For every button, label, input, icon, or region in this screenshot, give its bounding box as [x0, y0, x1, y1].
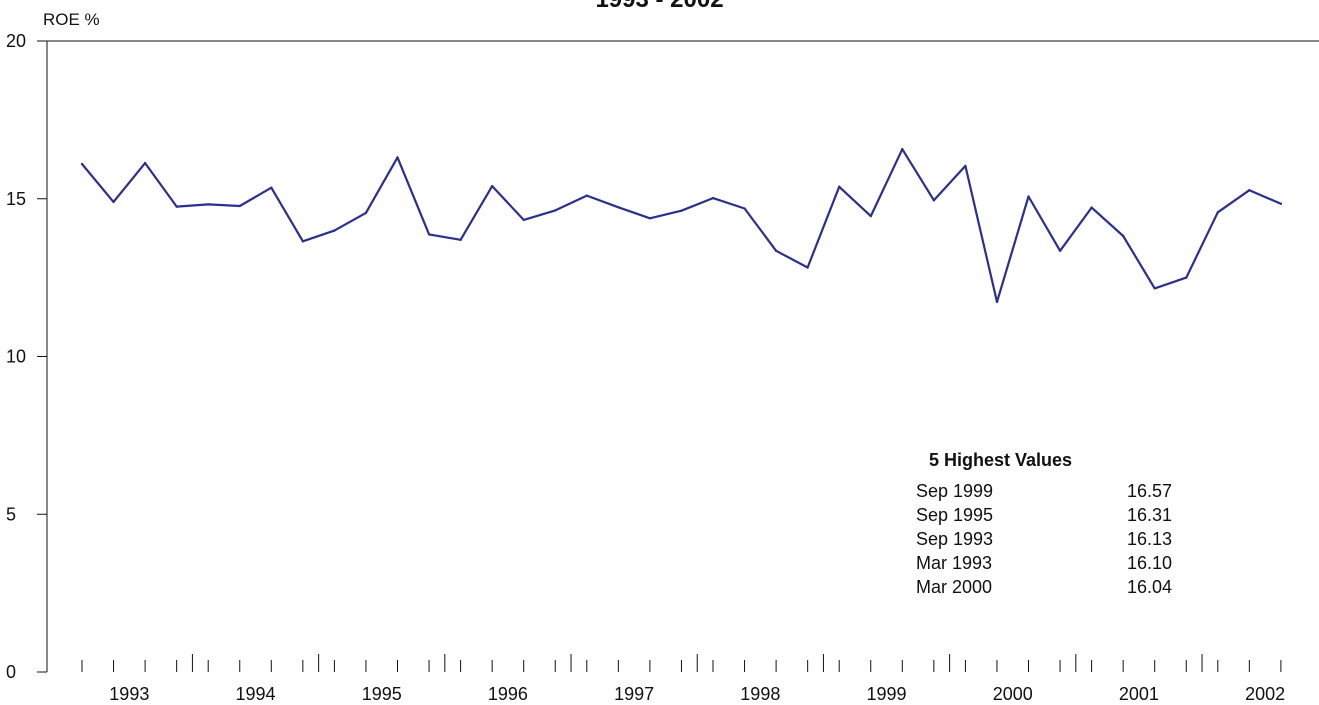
highest-values-heading: 5 Highest Values: [929, 450, 1072, 470]
data-point-mar-1997: [585, 194, 588, 197]
roe-series-line: [81, 148, 1282, 303]
data-point-jun-1998: [743, 207, 746, 210]
y-tick-label-20: 20: [6, 31, 26, 51]
highest-value-date: Sep 1999: [916, 481, 993, 501]
data-point-mar-1993: [80, 162, 84, 166]
x-tick-label-2000: 2000: [993, 684, 1033, 704]
y-tick-label-10: 10: [6, 347, 26, 367]
data-point-jun-1993: [112, 200, 115, 204]
y-tick-label-5: 5: [6, 504, 16, 524]
data-point-sep-1994: [270, 186, 273, 189]
x-axis-ticks: 1993 1994 1995 1996 1997 1998 1999 2000 2001 2002: [81, 654, 1285, 704]
x-tick-label-2001: 2001: [1119, 684, 1159, 704]
data-point-dec-1997: [680, 209, 683, 212]
x-tick-label-1993: 1993: [109, 684, 149, 704]
data-point-jun-1994: [238, 204, 241, 208]
x-tick-label-1996: 1996: [488, 684, 528, 704]
highest-value-number: 16.31: [1127, 505, 1172, 525]
data-point-mar-2001: [1090, 206, 1093, 209]
data-point-jun-2001: [1121, 234, 1125, 238]
highest-values-annotation: 5 Highest Values Sep 1999 16.57 Sep 1995 16.…: [916, 450, 1172, 597]
series-group: [80, 148, 1283, 304]
data-point-dec-2000: [1058, 249, 1062, 253]
data-point-sep-1998: [774, 249, 778, 253]
data-point-sep-1993: [143, 161, 147, 165]
data-point-dec-2001: [1185, 276, 1188, 279]
data-point-dec-1998: [806, 266, 809, 269]
data-point-mar-2000: [964, 164, 967, 168]
data-point-sep-1997: [648, 217, 652, 220]
data-point-sep-1999: [901, 148, 904, 151]
data-point-sep-1995: [396, 156, 399, 159]
y-axis-label: ROE %: [43, 10, 100, 29]
x-tick-label-1999: 1999: [867, 684, 907, 704]
highest-value-date: Mar 2000: [916, 577, 992, 597]
highest-value-number: 16.57: [1127, 481, 1172, 501]
highest-value-number: 16.13: [1127, 529, 1172, 549]
data-point-jun-2002: [1248, 189, 1251, 192]
data-point-mar-1995: [333, 229, 336, 232]
data-point-sep-2001: [1153, 287, 1156, 290]
data-point-dec-1993: [175, 205, 178, 208]
data-point-dec-1995: [427, 233, 431, 236]
data-point-jun-1997: [617, 206, 620, 209]
x-tick-label-1994: 1994: [236, 684, 276, 704]
x-tick-label-1995: 1995: [362, 684, 402, 704]
data-point-mar-1994: [207, 203, 210, 206]
data-point-mar-1998: [711, 196, 715, 200]
data-point-sep-2002: [1279, 202, 1283, 205]
x-tick-label-1998: 1998: [740, 684, 780, 704]
data-point-dec-1996: [554, 209, 557, 212]
y-tick-label-0: 0: [6, 662, 16, 682]
data-point-mar-1996: [459, 238, 462, 241]
highest-value-number: 16.04: [1127, 577, 1172, 597]
y-tick-label-15: 15: [6, 189, 26, 209]
highest-value-date: Mar 1993: [916, 553, 992, 573]
highest-value-date: Sep 1995: [916, 505, 993, 525]
y-axis-ticks: 0 5 10 15 20: [6, 31, 47, 682]
data-point-sep-2000: [1027, 195, 1030, 198]
data-point-mar-1999: [838, 185, 841, 188]
data-point-dec-1999: [932, 199, 936, 202]
chart-title: 1993 - 2002: [0, 0, 1319, 14]
data-point-sep-1996: [522, 218, 525, 222]
data-point-jun-1996: [490, 184, 494, 188]
data-point-jun-1999: [869, 214, 872, 218]
highest-value-date: Sep 1993: [916, 529, 993, 549]
data-point-mar-2002: [1216, 211, 1220, 214]
x-tick-label-2002: 2002: [1245, 684, 1285, 704]
data-point-jun-2000: [995, 300, 999, 304]
data-point-dec-1994: [301, 240, 305, 243]
data-point-jun-1995: [364, 211, 368, 215]
highest-value-number: 16.10: [1127, 553, 1172, 573]
x-tick-label-1997: 1997: [614, 684, 654, 704]
